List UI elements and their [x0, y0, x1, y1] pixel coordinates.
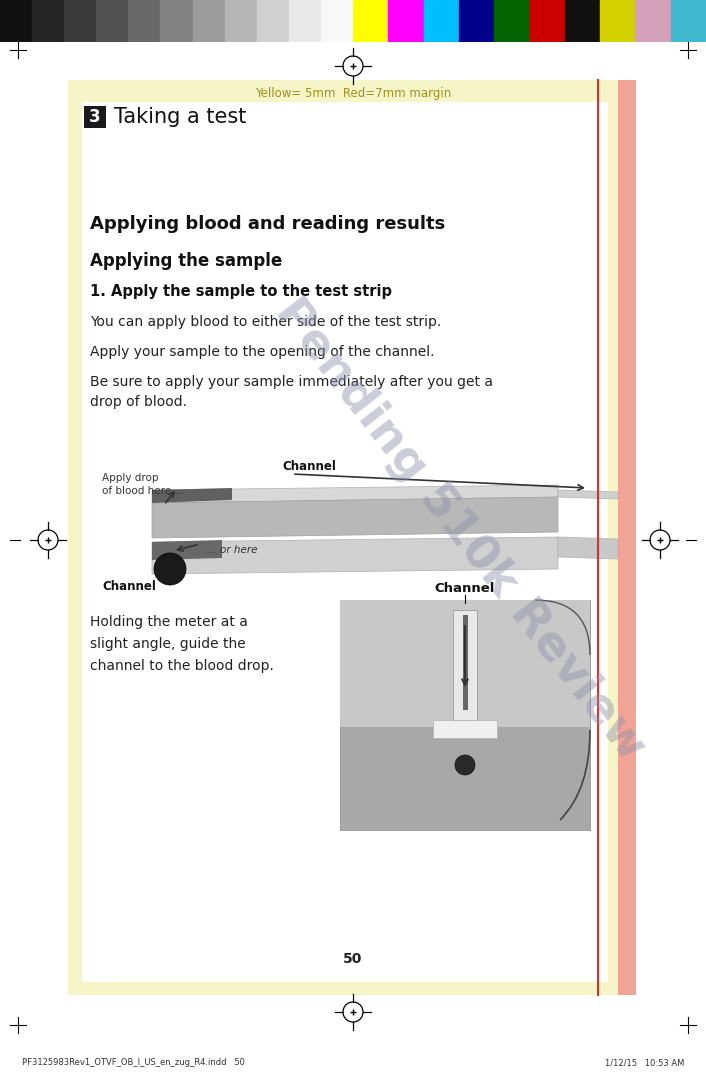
Polygon shape — [433, 720, 497, 739]
Bar — [635, 0, 671, 42]
Polygon shape — [152, 540, 222, 560]
Text: Holding the meter at a: Holding the meter at a — [90, 615, 248, 629]
Bar — [0, 0, 32, 42]
Bar — [424, 0, 459, 42]
Bar — [494, 0, 530, 42]
Polygon shape — [558, 538, 618, 559]
Circle shape — [154, 553, 186, 585]
Bar — [671, 0, 706, 42]
Bar — [459, 0, 494, 42]
Bar — [160, 0, 193, 42]
Text: drop of blood.: drop of blood. — [90, 395, 187, 408]
Bar — [193, 0, 225, 42]
Bar — [388, 0, 424, 42]
Polygon shape — [152, 485, 558, 503]
Polygon shape — [152, 488, 232, 503]
Bar — [462, 615, 467, 710]
Text: 1/12/15   10:53 AM: 1/12/15 10:53 AM — [604, 1058, 684, 1067]
Text: 3: 3 — [89, 108, 101, 126]
Polygon shape — [152, 538, 558, 574]
Bar — [32, 0, 64, 42]
Text: Be sure to apply your sample immediately after you get a: Be sure to apply your sample immediately… — [90, 375, 493, 389]
Text: Apply drop
of blood here ...: Apply drop of blood here ... — [102, 473, 184, 497]
Bar — [565, 0, 600, 42]
Bar — [82, 102, 608, 981]
Bar — [96, 0, 128, 42]
Bar — [353, 0, 388, 42]
Bar — [340, 600, 590, 830]
Text: Channel: Channel — [102, 580, 156, 593]
Bar — [128, 0, 160, 42]
Bar — [225, 0, 257, 42]
Text: Channel: Channel — [435, 582, 495, 594]
Text: You can apply blood to either side of the test strip.: You can apply blood to either side of th… — [90, 315, 441, 329]
Bar — [257, 0, 289, 42]
Bar — [530, 0, 565, 42]
Bar — [453, 610, 477, 720]
Text: Applying blood and reading results: Applying blood and reading results — [90, 215, 445, 233]
Polygon shape — [152, 497, 558, 538]
Text: Yellow= 5mm  Red=7mm margin: Yellow= 5mm Red=7mm margin — [255, 86, 451, 100]
Text: Channel: Channel — [282, 460, 336, 473]
Text: slight angle, guide the: slight angle, guide the — [90, 637, 246, 651]
Text: PF3125983Rev1_OTVF_OB_I_US_en_zug_R4.indd   50: PF3125983Rev1_OTVF_OB_I_US_en_zug_R4.ind… — [22, 1058, 245, 1067]
Polygon shape — [558, 490, 618, 499]
Bar — [600, 0, 635, 42]
Bar — [340, 600, 590, 727]
Text: Apply your sample to the opening of the channel.: Apply your sample to the opening of the … — [90, 345, 434, 359]
Text: Taking a test: Taking a test — [114, 108, 246, 127]
Text: Applying the sample: Applying the sample — [90, 252, 282, 270]
Circle shape — [455, 755, 475, 775]
Bar — [321, 0, 353, 42]
Text: Pending 510k Review: Pending 510k Review — [266, 290, 654, 770]
Text: ... or here: ... or here — [207, 545, 258, 555]
Bar — [64, 0, 96, 42]
Bar — [289, 0, 321, 42]
Text: channel to the blood drop.: channel to the blood drop. — [90, 659, 274, 673]
Bar — [84, 106, 106, 128]
Bar — [618, 80, 636, 995]
Text: 1. Apply the sample to the test strip: 1. Apply the sample to the test strip — [90, 284, 392, 299]
Bar — [68, 80, 636, 995]
Text: 50: 50 — [343, 952, 363, 966]
